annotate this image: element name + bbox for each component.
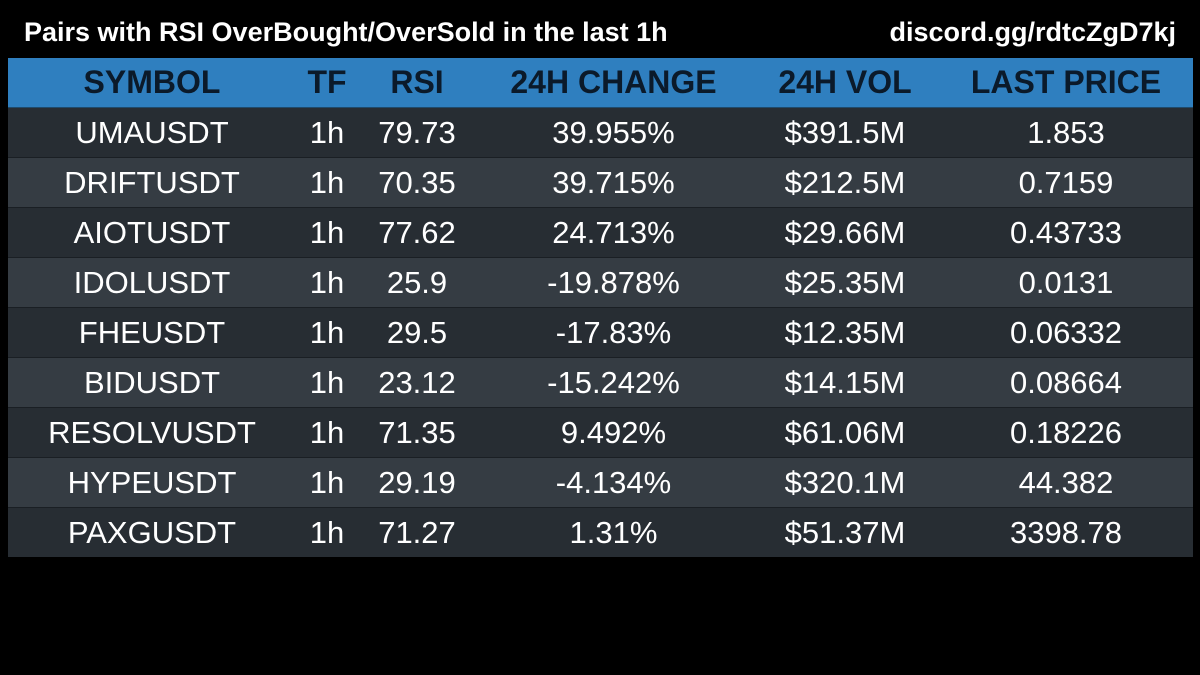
cell-tf: 1h [296,457,358,508]
cell-rsi: 29.19 [358,457,476,508]
column-header-24h-change: 24H CHANGE [476,58,751,108]
cell-last-price: 0.18226 [939,407,1193,458]
cell-24h-vol: $29.66M [751,207,939,258]
cell-symbol: FHEUSDT [8,307,296,358]
cell-24h-vol: $51.37M [751,507,939,557]
table-row: AIOTUSDT 1h 77.62 24.713% $29.66M 0.4373… [8,207,1193,258]
cell-24h-vol: $12.35M [751,307,939,358]
cell-rsi: 23.12 [358,357,476,408]
cell-24h-change: -15.242% [476,357,751,408]
cell-24h-change: -4.134% [476,457,751,508]
cell-tf: 1h [296,307,358,358]
cell-symbol: AIOTUSDT [8,207,296,258]
column-header-last-price: LAST PRICE [939,58,1193,108]
table-row: BIDUSDT 1h 23.12 -15.242% $14.15M 0.0866… [8,357,1193,408]
cell-tf: 1h [296,107,358,158]
cell-rsi: 29.5 [358,307,476,358]
cell-last-price: 1.853 [939,107,1193,158]
column-header-tf: TF [296,58,358,108]
cell-tf: 1h [296,357,358,408]
cell-last-price: 0.08664 [939,357,1193,408]
cell-24h-change: 1.31% [476,507,751,557]
cell-tf: 1h [296,157,358,208]
table-row: DRIFTUSDT 1h 70.35 39.715% $212.5M 0.715… [8,157,1193,208]
cell-24h-change: 39.715% [476,157,751,208]
cell-rsi: 70.35 [358,157,476,208]
cell-24h-change: -19.878% [476,257,751,308]
cell-symbol: UMAUSDT [8,107,296,158]
rsi-table-container: SYMBOL TF RSI 24H CHANGE 24H VOL LAST PR… [8,58,1193,557]
cell-symbol: HYPEUSDT [8,457,296,508]
cell-24h-change: 39.955% [476,107,751,158]
table-row: HYPEUSDT 1h 29.19 -4.134% $320.1M 44.382 [8,457,1193,508]
cell-tf: 1h [296,207,358,258]
cell-last-price: 0.0131 [939,257,1193,308]
page-title: Pairs with RSI OverBought/OverSold in th… [24,17,668,47]
cell-24h-change: 24.713% [476,207,751,258]
cell-symbol: IDOLUSDT [8,257,296,308]
cell-rsi: 25.9 [358,257,476,308]
cell-last-price: 0.06332 [939,307,1193,358]
cell-symbol: RESOLVUSDT [8,407,296,458]
cell-symbol: BIDUSDT [8,357,296,408]
discord-link[interactable]: discord.gg/rdtcZgD7kj [889,17,1176,47]
cell-24h-vol: $212.5M [751,157,939,208]
cell-symbol: DRIFTUSDT [8,157,296,208]
cell-rsi: 79.73 [358,107,476,158]
cell-last-price: 44.382 [939,457,1193,508]
cell-tf: 1h [296,257,358,308]
cell-rsi: 77.62 [358,207,476,258]
cell-24h-vol: $25.35M [751,257,939,308]
column-header-symbol: SYMBOL [8,58,296,108]
column-header-rsi: RSI [358,58,476,108]
cell-last-price: 0.7159 [939,157,1193,208]
table-row: IDOLUSDT 1h 25.9 -19.878% $25.35M 0.0131 [8,257,1193,308]
table-header-row: SYMBOL TF RSI 24H CHANGE 24H VOL LAST PR… [8,58,1193,108]
cell-24h-vol: $391.5M [751,107,939,158]
cell-24h-vol: $320.1M [751,457,939,508]
table-row: PAXGUSDT 1h 71.27 1.31% $51.37M 3398.78 [8,507,1193,557]
cell-tf: 1h [296,507,358,557]
cell-24h-vol: $61.06M [751,407,939,458]
cell-last-price: 0.43733 [939,207,1193,258]
cell-last-price: 3398.78 [939,507,1193,557]
cell-24h-vol: $14.15M [751,357,939,408]
cell-rsi: 71.27 [358,507,476,557]
table-row: RESOLVUSDT 1h 71.35 9.492% $61.06M 0.182… [8,407,1193,458]
top-bar: Pairs with RSI OverBought/OverSold in th… [0,0,1200,62]
cell-rsi: 71.35 [358,407,476,458]
table-row: FHEUSDT 1h 29.5 -17.83% $12.35M 0.06332 [8,307,1193,358]
table-row: UMAUSDT 1h 79.73 39.955% $391.5M 1.853 [8,107,1193,158]
column-header-24h-vol: 24H VOL [751,58,939,108]
cell-tf: 1h [296,407,358,458]
cell-24h-change: -17.83% [476,307,751,358]
rsi-pairs-table: SYMBOL TF RSI 24H CHANGE 24H VOL LAST PR… [8,58,1193,557]
cell-24h-change: 9.492% [476,407,751,458]
cell-symbol: PAXGUSDT [8,507,296,557]
